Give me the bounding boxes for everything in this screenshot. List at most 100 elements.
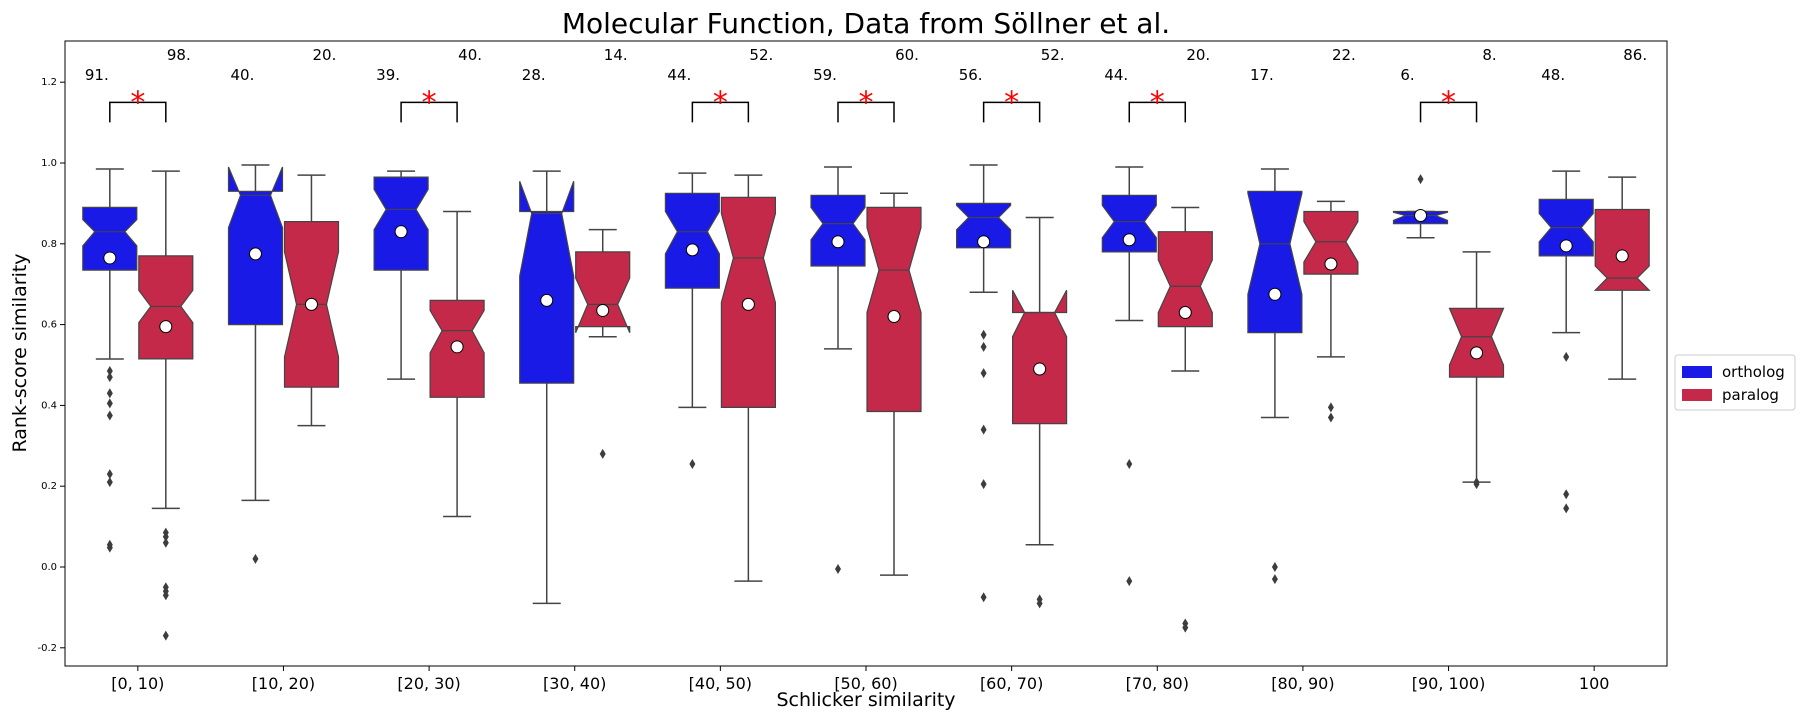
sample-count-label: 91.: [85, 66, 109, 84]
outlier-point: [1271, 574, 1278, 585]
outlier-point: [106, 372, 113, 383]
significance-star: *: [1150, 85, 1165, 120]
mean-marker: [540, 293, 554, 307]
outlier-point: [106, 542, 113, 553]
significance-star: *: [859, 85, 874, 120]
y-tick-label: 0.2: [41, 481, 57, 492]
outlier-point: [106, 469, 113, 480]
mean-marker: [596, 303, 610, 317]
mean-marker: [1268, 287, 1282, 301]
mean-marker: [1122, 233, 1136, 247]
chart-title: Molecular Function, Data from Söllner et…: [562, 7, 1170, 40]
sample-count-label: 8.: [1482, 46, 1496, 64]
outlier-point: [1417, 174, 1424, 185]
outlier-point: [1036, 598, 1043, 609]
x-axis-label: Schlicker similarity: [776, 689, 955, 711]
x-tick-label: [20, 30): [397, 674, 460, 693]
x-tick-label: [70, 80): [1126, 674, 1189, 693]
mean-marker: [1414, 209, 1428, 223]
outlier-point: [980, 329, 987, 340]
sample-count-label: 39.: [376, 66, 400, 84]
sample-count-label: 40.: [231, 66, 255, 84]
x-tick-label: [40, 50): [689, 674, 752, 693]
outlier-point: [252, 553, 259, 564]
mean-marker: [831, 235, 845, 249]
sample-count-label: 28.: [522, 66, 546, 84]
y-tick-label: 0.8: [41, 239, 57, 250]
y-axis-label: Rank-score similarity: [9, 253, 31, 452]
box-paralog: [1448, 307, 1505, 378]
outlier-point: [980, 424, 987, 435]
sample-count-label: 17.: [1250, 66, 1274, 84]
outlier-point: [106, 366, 113, 377]
sample-count-label: 40.: [458, 46, 482, 64]
sample-count-label: 59.: [813, 66, 837, 84]
significance-star: *: [1441, 85, 1456, 120]
mean-marker: [977, 235, 991, 249]
outlier-point: [980, 479, 987, 490]
y-tick-label: 0.4: [41, 400, 57, 411]
outlier-point: [1182, 622, 1189, 633]
sample-count-label: 14.: [604, 46, 628, 64]
significance-star: *: [1004, 85, 1019, 120]
significance-star: *: [422, 85, 437, 120]
outlier-point: [599, 448, 606, 459]
legend-swatch-paralog: [1682, 389, 1712, 401]
x-tick-label: [10, 20): [252, 674, 315, 693]
mean-marker: [248, 247, 262, 261]
significance-bracket: [837, 101, 895, 123]
x-tick-label: [90, 100): [1412, 674, 1486, 693]
significance-star: *: [713, 85, 728, 120]
box-ortholog: [373, 176, 429, 271]
box-paralog: [1011, 290, 1068, 425]
box-ortholog: [519, 180, 575, 384]
outlier-point: [689, 458, 696, 469]
sample-count-label: 6.: [1400, 66, 1414, 84]
mean-marker: [741, 297, 755, 311]
outlier-point: [1563, 503, 1570, 514]
outlier-point: [1126, 458, 1133, 469]
mean-marker: [394, 225, 408, 239]
sample-count-label: 20.: [1186, 46, 1210, 64]
significance-bracket: [1128, 101, 1187, 123]
sample-count-label: 44.: [1104, 66, 1128, 84]
outlier-point: [1126, 576, 1133, 587]
sample-count-label: 44.: [667, 66, 691, 84]
mean-marker: [887, 310, 901, 324]
box-ortholog: [1101, 194, 1157, 253]
mean-marker: [450, 340, 464, 354]
significance-bracket: [1419, 101, 1478, 123]
box-paralog: [866, 206, 922, 413]
outlier-point: [106, 410, 113, 421]
box-ortholog: [664, 192, 721, 289]
mean-marker: [1178, 305, 1192, 319]
sample-count-label: 22.: [1332, 46, 1356, 64]
significance-bracket: [691, 101, 750, 123]
outlier-point: [980, 592, 987, 603]
x-tick-label: [50, 60): [834, 674, 897, 693]
outlier-point: [980, 368, 987, 379]
mean-marker: [1470, 346, 1484, 360]
box-paralog: [138, 255, 194, 360]
outlier-point: [162, 630, 169, 641]
box-ortholog: [82, 206, 138, 271]
x-tick-label: [60, 70): [980, 674, 1043, 693]
outlier-point: [1271, 562, 1278, 572]
sample-count-label: 52.: [1041, 46, 1065, 64]
sample-count-label: 98.: [167, 46, 191, 64]
sample-count-label: 60.: [895, 46, 919, 64]
y-tick-label: -0.2: [37, 643, 57, 654]
outlier-point: [162, 590, 169, 601]
mean-marker: [1615, 249, 1629, 263]
chart-marks: 91. 98. * 40. 20. 39. 40. * 28. 14. 44. 52. * 59. 60. *…: [82, 46, 1651, 641]
box-paralog: [1157, 231, 1213, 328]
legend: ortholog paralog: [1674, 354, 1796, 411]
box-ortholog: [955, 202, 1012, 249]
y-tick-label: 1.0: [41, 158, 57, 169]
x-tick-label: [30, 40): [543, 674, 606, 693]
outlier-point: [106, 398, 113, 409]
significance-star: *: [130, 85, 145, 120]
significance-bracket: [109, 101, 167, 123]
box-paralog: [1303, 210, 1359, 275]
